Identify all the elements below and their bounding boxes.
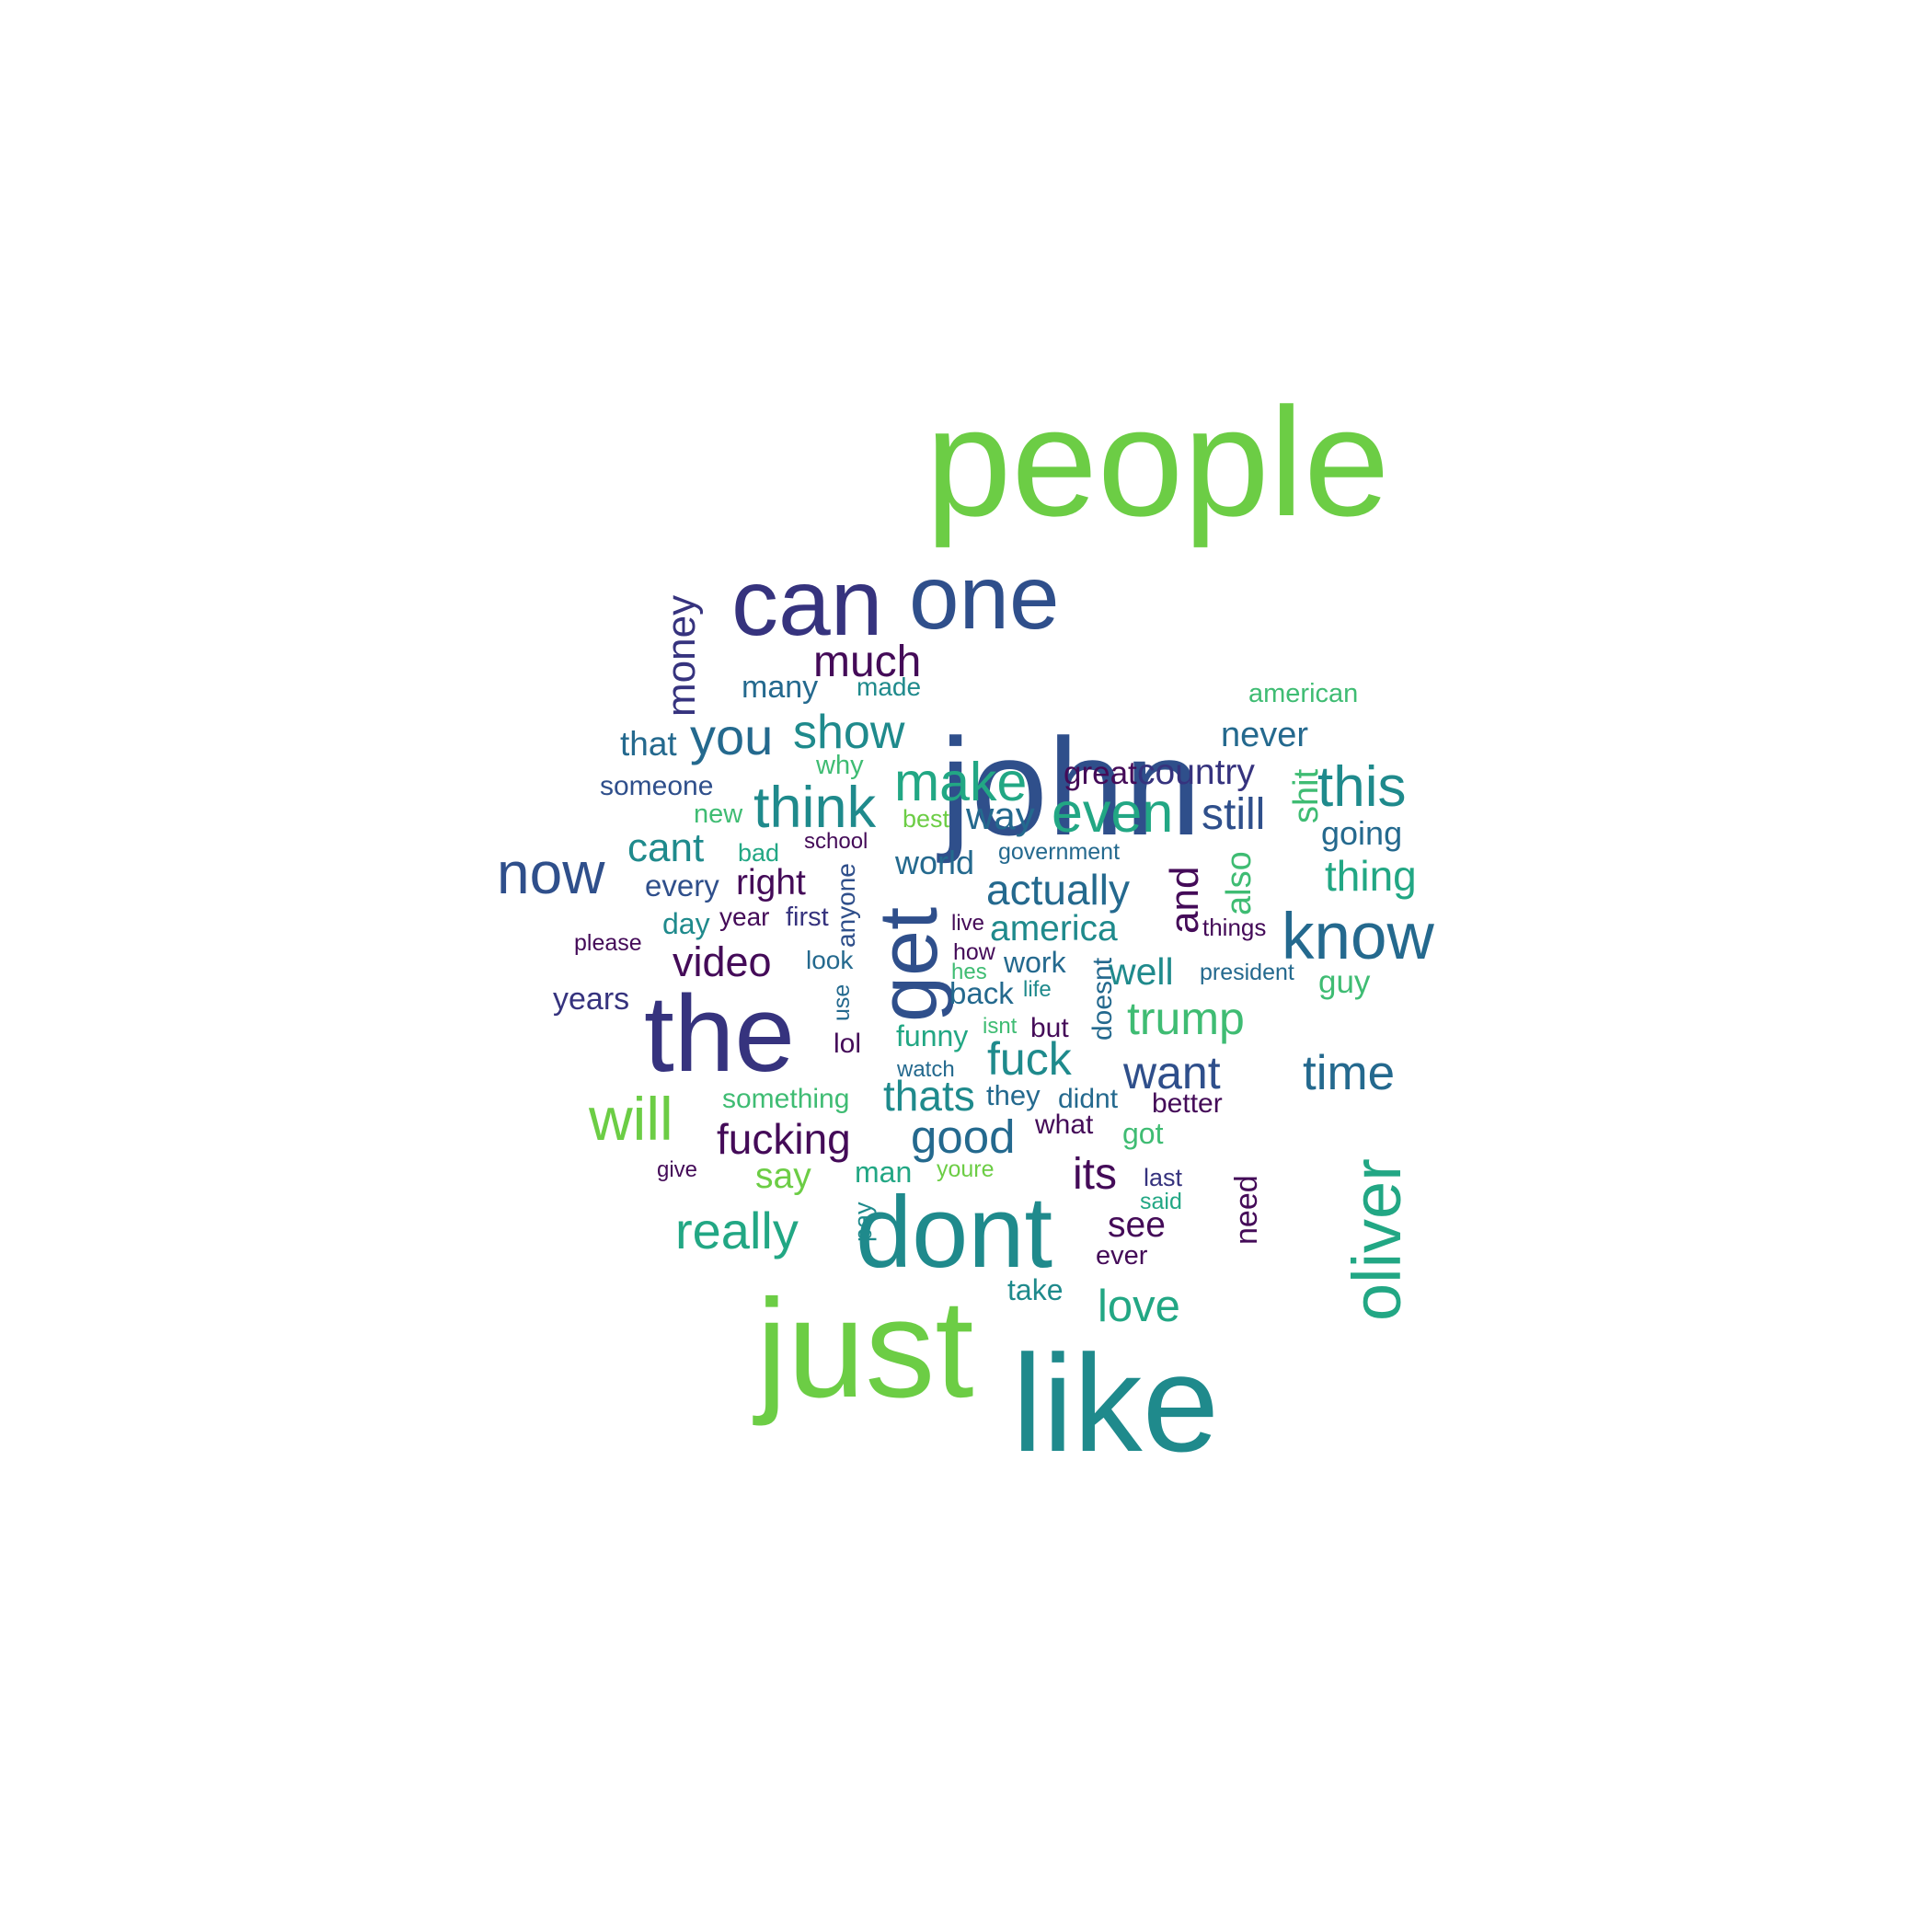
word-why: why xyxy=(816,751,864,780)
word-people: people xyxy=(926,375,1390,548)
word-last: last xyxy=(1144,1164,1183,1191)
word-school: school xyxy=(804,829,868,854)
word-made: made xyxy=(857,673,922,701)
word-what: what xyxy=(1035,1110,1094,1140)
word-world: world xyxy=(895,844,975,881)
word-country: country xyxy=(1137,753,1255,792)
word-way: way xyxy=(966,794,1035,837)
word-also: also xyxy=(1220,851,1259,915)
word-see: see xyxy=(1108,1205,1166,1245)
word-hes: hes xyxy=(951,960,987,984)
word-got: got xyxy=(1122,1117,1164,1150)
word-make: make xyxy=(894,752,1028,812)
word-years: years xyxy=(553,982,630,1017)
word-much: much xyxy=(813,638,922,686)
word-want: want xyxy=(1123,1047,1221,1098)
word-take: take xyxy=(1007,1273,1064,1306)
word-many: many xyxy=(742,670,819,705)
word-use: use xyxy=(829,983,855,1021)
word-will: will xyxy=(589,1085,673,1153)
word-fucking: fucking xyxy=(717,1115,851,1163)
word-the: the xyxy=(644,973,796,1095)
word-money: money xyxy=(659,594,704,717)
word-watch: watch xyxy=(897,1057,955,1082)
word-thing: thing xyxy=(1325,852,1417,900)
word-now: now xyxy=(497,840,605,906)
word-going: going xyxy=(1321,814,1403,852)
word-like: like xyxy=(1012,1326,1220,1480)
word-guy: guy xyxy=(1318,964,1371,1000)
word-can: can xyxy=(731,550,883,655)
word-anyone: anyone xyxy=(832,863,860,948)
word-show: show xyxy=(793,706,905,759)
word-said: said xyxy=(1140,1189,1182,1214)
word-youre: youre xyxy=(937,1156,995,1182)
word-please: please xyxy=(574,930,642,956)
word-trump: trump xyxy=(1127,993,1245,1044)
word-how: how xyxy=(953,939,995,965)
word-just: just xyxy=(756,1271,974,1427)
word-things: things xyxy=(1202,914,1267,941)
word-video: video xyxy=(673,938,772,985)
word-good: good xyxy=(911,1110,1016,1163)
word-someone: someone xyxy=(600,771,714,801)
word-think: think xyxy=(753,776,877,840)
word-year: year xyxy=(719,903,770,931)
word-better: better xyxy=(1152,1088,1223,1119)
word-cant: cant xyxy=(627,825,705,870)
word-give: give xyxy=(657,1157,698,1182)
word-government: government xyxy=(998,839,1121,865)
word-know: know xyxy=(1282,901,1434,973)
word-time: time xyxy=(1303,1046,1396,1100)
word-actually: actually xyxy=(986,866,1130,914)
word-love: love xyxy=(1098,1282,1180,1331)
word-say: say xyxy=(755,1156,811,1196)
word-american: american xyxy=(1248,679,1359,708)
word-president: president xyxy=(1200,960,1294,985)
word-but: but xyxy=(1030,1013,1069,1043)
word-thats: thats xyxy=(883,1072,975,1120)
word-right: right xyxy=(736,863,806,903)
word-still: still xyxy=(1202,790,1266,839)
word-dont: dont xyxy=(856,1176,1053,1289)
word-america: america xyxy=(990,909,1118,949)
word-one: one xyxy=(909,546,1060,648)
word-and: and xyxy=(1162,866,1207,934)
word-lol: lol xyxy=(834,1029,862,1059)
word-well: well xyxy=(1109,950,1174,993)
word-this: this xyxy=(1317,755,1407,819)
word-need: need xyxy=(1229,1175,1264,1245)
word-new: new xyxy=(694,799,743,829)
word-look: look xyxy=(806,946,854,974)
word-ever: ever xyxy=(1096,1241,1148,1271)
word-day: day xyxy=(662,907,710,940)
word-live: live xyxy=(951,911,985,936)
word-never: never xyxy=(1221,716,1309,754)
word-didnt: didnt xyxy=(1058,1084,1119,1114)
word-something: something xyxy=(722,1084,850,1114)
word-bad: bad xyxy=(738,839,780,867)
word-life: life xyxy=(1023,977,1052,1002)
word-get: get xyxy=(863,906,955,1022)
word-john: john xyxy=(940,709,1202,864)
word-doesnt: doesnt xyxy=(1087,957,1118,1041)
word-work: work xyxy=(1004,946,1066,979)
word-fuck: fuck xyxy=(987,1033,1072,1085)
word-best: best xyxy=(903,805,950,833)
word-great: great xyxy=(1064,755,1137,791)
word-funny: funny xyxy=(896,1019,969,1052)
word-man: man xyxy=(855,1156,913,1189)
word-you: you xyxy=(690,707,774,765)
word-that: that xyxy=(620,725,677,763)
word-first: first xyxy=(786,903,829,932)
word-back: back xyxy=(949,976,1014,1010)
word-even: even xyxy=(1052,781,1174,844)
word-isnt: isnt xyxy=(983,1014,1018,1039)
word-oliver: oliver xyxy=(1339,1158,1415,1321)
word-its: its xyxy=(1073,1150,1117,1199)
word-really: really xyxy=(675,1202,799,1259)
word-they: they xyxy=(986,1079,1041,1111)
word-every: every xyxy=(645,868,719,903)
